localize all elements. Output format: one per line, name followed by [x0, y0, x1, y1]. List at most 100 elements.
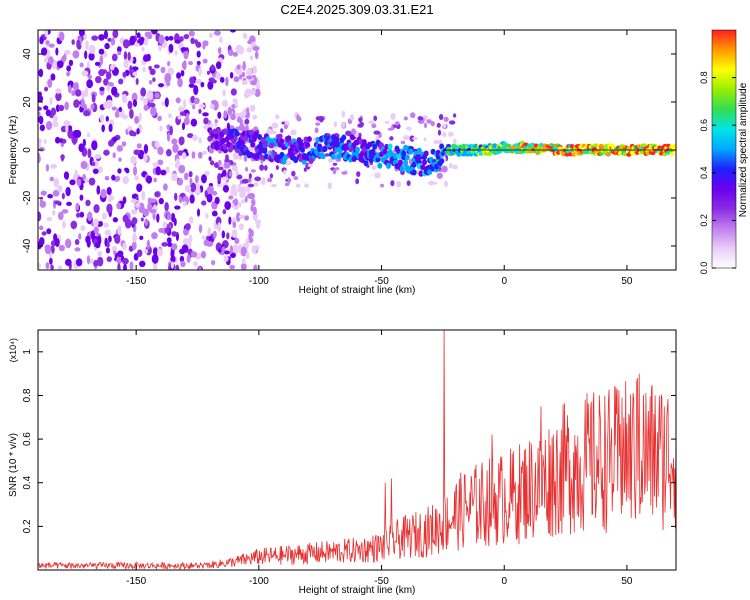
- signal-cell: [258, 153, 264, 160]
- noise-cell: [217, 159, 222, 166]
- noise-cell: [122, 39, 130, 49]
- noise-cell: [158, 34, 165, 45]
- noise-cell: [91, 161, 96, 167]
- signal-cell: [423, 150, 429, 157]
- noise-cell: [155, 166, 161, 176]
- noise-cell: [406, 126, 412, 131]
- noise-cell: [409, 135, 415, 142]
- noise-cell: [140, 87, 147, 97]
- noise-cell: [250, 80, 257, 86]
- noise-cell: [150, 106, 157, 117]
- signal-cell: [487, 151, 493, 156]
- noise-cell: [75, 89, 82, 97]
- signal-cell: [361, 139, 367, 146]
- noise-cell: [39, 36, 44, 45]
- noise-cell: [143, 152, 148, 162]
- noise-cell: [423, 122, 428, 129]
- noise-cell: [225, 154, 229, 161]
- noise-cell: [197, 151, 203, 159]
- noise-cell: [91, 140, 98, 151]
- noise-cell: [81, 90, 86, 100]
- noise-cell: [358, 117, 363, 123]
- noise-cell: [116, 202, 122, 210]
- noise-cell: [304, 183, 309, 189]
- noise-cell: [93, 226, 99, 235]
- noise-cell: [266, 128, 273, 135]
- signal-cell: [403, 159, 409, 166]
- noise-cell: [50, 163, 58, 169]
- noise-cell: [49, 257, 53, 265]
- noise-cell: [452, 138, 457, 144]
- noise-cell: [153, 64, 160, 69]
- noise-cell: [106, 241, 110, 248]
- noise-cell: [101, 212, 107, 220]
- noise-cell: [136, 32, 141, 39]
- noise-cell: [107, 81, 114, 87]
- noise-cell: [203, 124, 210, 130]
- noise-cell: [94, 61, 101, 66]
- snr-y-axis: 0.2 0.4 0.6 0.8 1: [22, 349, 676, 533]
- noise-cell: [175, 158, 181, 167]
- noise-cell: [38, 115, 44, 125]
- signal-cell: [672, 143, 676, 148]
- noise-cell: [192, 261, 198, 267]
- noise-cell: [254, 51, 259, 60]
- signal-cell: [214, 140, 220, 147]
- noise-cell: [123, 59, 129, 69]
- noise-cell: [248, 88, 256, 95]
- signal-cell: [300, 146, 306, 153]
- noise-cell: [83, 110, 91, 117]
- noise-cell: [206, 193, 213, 203]
- y-tick-label: 0.2: [22, 519, 33, 533]
- noise-cell: [433, 139, 440, 145]
- noise-cell: [198, 266, 202, 270]
- snr-x-axis: -150 -100 -50 0 50: [126, 330, 633, 587]
- noise-cell: [164, 202, 169, 212]
- noise-cell: [211, 260, 216, 266]
- noise-cell: [209, 160, 215, 166]
- noise-cell: [245, 251, 250, 260]
- noise-cell: [43, 139, 47, 144]
- noise-cell: [129, 261, 134, 270]
- noise-cell: [242, 60, 246, 71]
- noise-cell: [181, 61, 187, 70]
- signal-cell: [421, 159, 427, 166]
- signal-cell: [669, 151, 675, 156]
- noise-cell: [48, 43, 55, 48]
- noise-cell: [61, 138, 67, 144]
- noise-cell: [72, 82, 78, 90]
- noise-cell: [47, 194, 54, 199]
- noise-cell: [188, 61, 193, 66]
- noise-cell: [409, 112, 416, 119]
- noise-cell: [203, 117, 209, 125]
- spectrogram-y-axis: -40 -20 0 20 40: [22, 48, 676, 253]
- noise-cell: [431, 181, 438, 185]
- noise-cell: [244, 118, 250, 125]
- noise-cell: [390, 180, 395, 187]
- signal-cell: [439, 143, 445, 150]
- noise-cell: [171, 231, 178, 237]
- noise-cell: [45, 120, 53, 131]
- noise-cell: [122, 214, 129, 223]
- noise-cell: [151, 232, 158, 240]
- noise-cell: [128, 130, 135, 137]
- noise-cell: [230, 187, 234, 198]
- noise-cell: [441, 165, 448, 173]
- signal-cell: [641, 143, 647, 148]
- noise-cell: [45, 109, 52, 117]
- noise-cell: [75, 258, 83, 267]
- noise-cell: [143, 104, 149, 111]
- noise-cell: [192, 104, 196, 110]
- noise-cell: [160, 66, 166, 74]
- signal-cell: [514, 150, 520, 155]
- noise-cell: [68, 59, 74, 67]
- noise-cell: [173, 218, 177, 226]
- noise-cell: [105, 115, 109, 122]
- noise-cell: [341, 171, 348, 175]
- noise-cell: [237, 116, 242, 123]
- noise-cell: [181, 122, 186, 131]
- noise-cell: [169, 125, 173, 136]
- noise-cell: [56, 60, 64, 69]
- noise-cell: [219, 36, 223, 44]
- noise-cell: [61, 192, 65, 200]
